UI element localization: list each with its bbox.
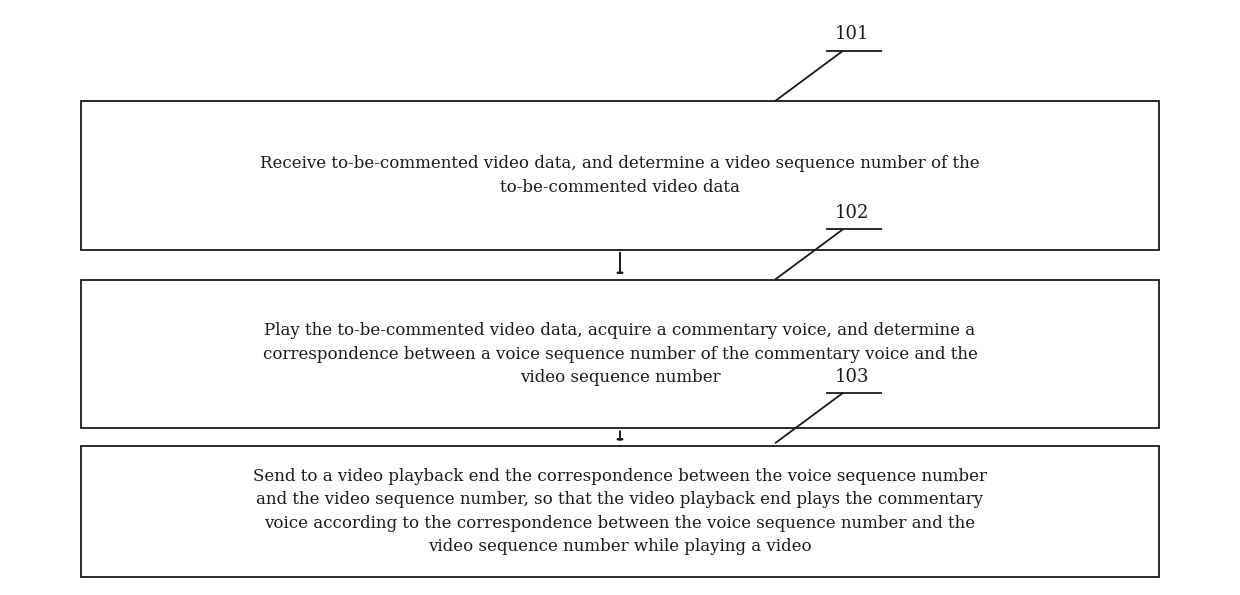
Bar	[81, 446, 1159, 577]
Bar	[81, 101, 1159, 250]
Bar	[81, 280, 1159, 428]
Text: 103: 103	[835, 368, 869, 386]
Text: Send to a video playback end the correspondence between the voice sequence numbe: Send to a video playback end the corresp…	[253, 468, 987, 556]
Text: 102: 102	[835, 204, 869, 222]
Text: Receive to-be-commented video data, and determine a video sequence number of the: Receive to-be-commented video data, and …	[260, 155, 980, 196]
Text: Play the to-be-commented video data, acquire a commentary voice, and determine a: Play the to-be-commented video data, acq…	[263, 322, 977, 386]
Text: 101: 101	[835, 26, 869, 43]
